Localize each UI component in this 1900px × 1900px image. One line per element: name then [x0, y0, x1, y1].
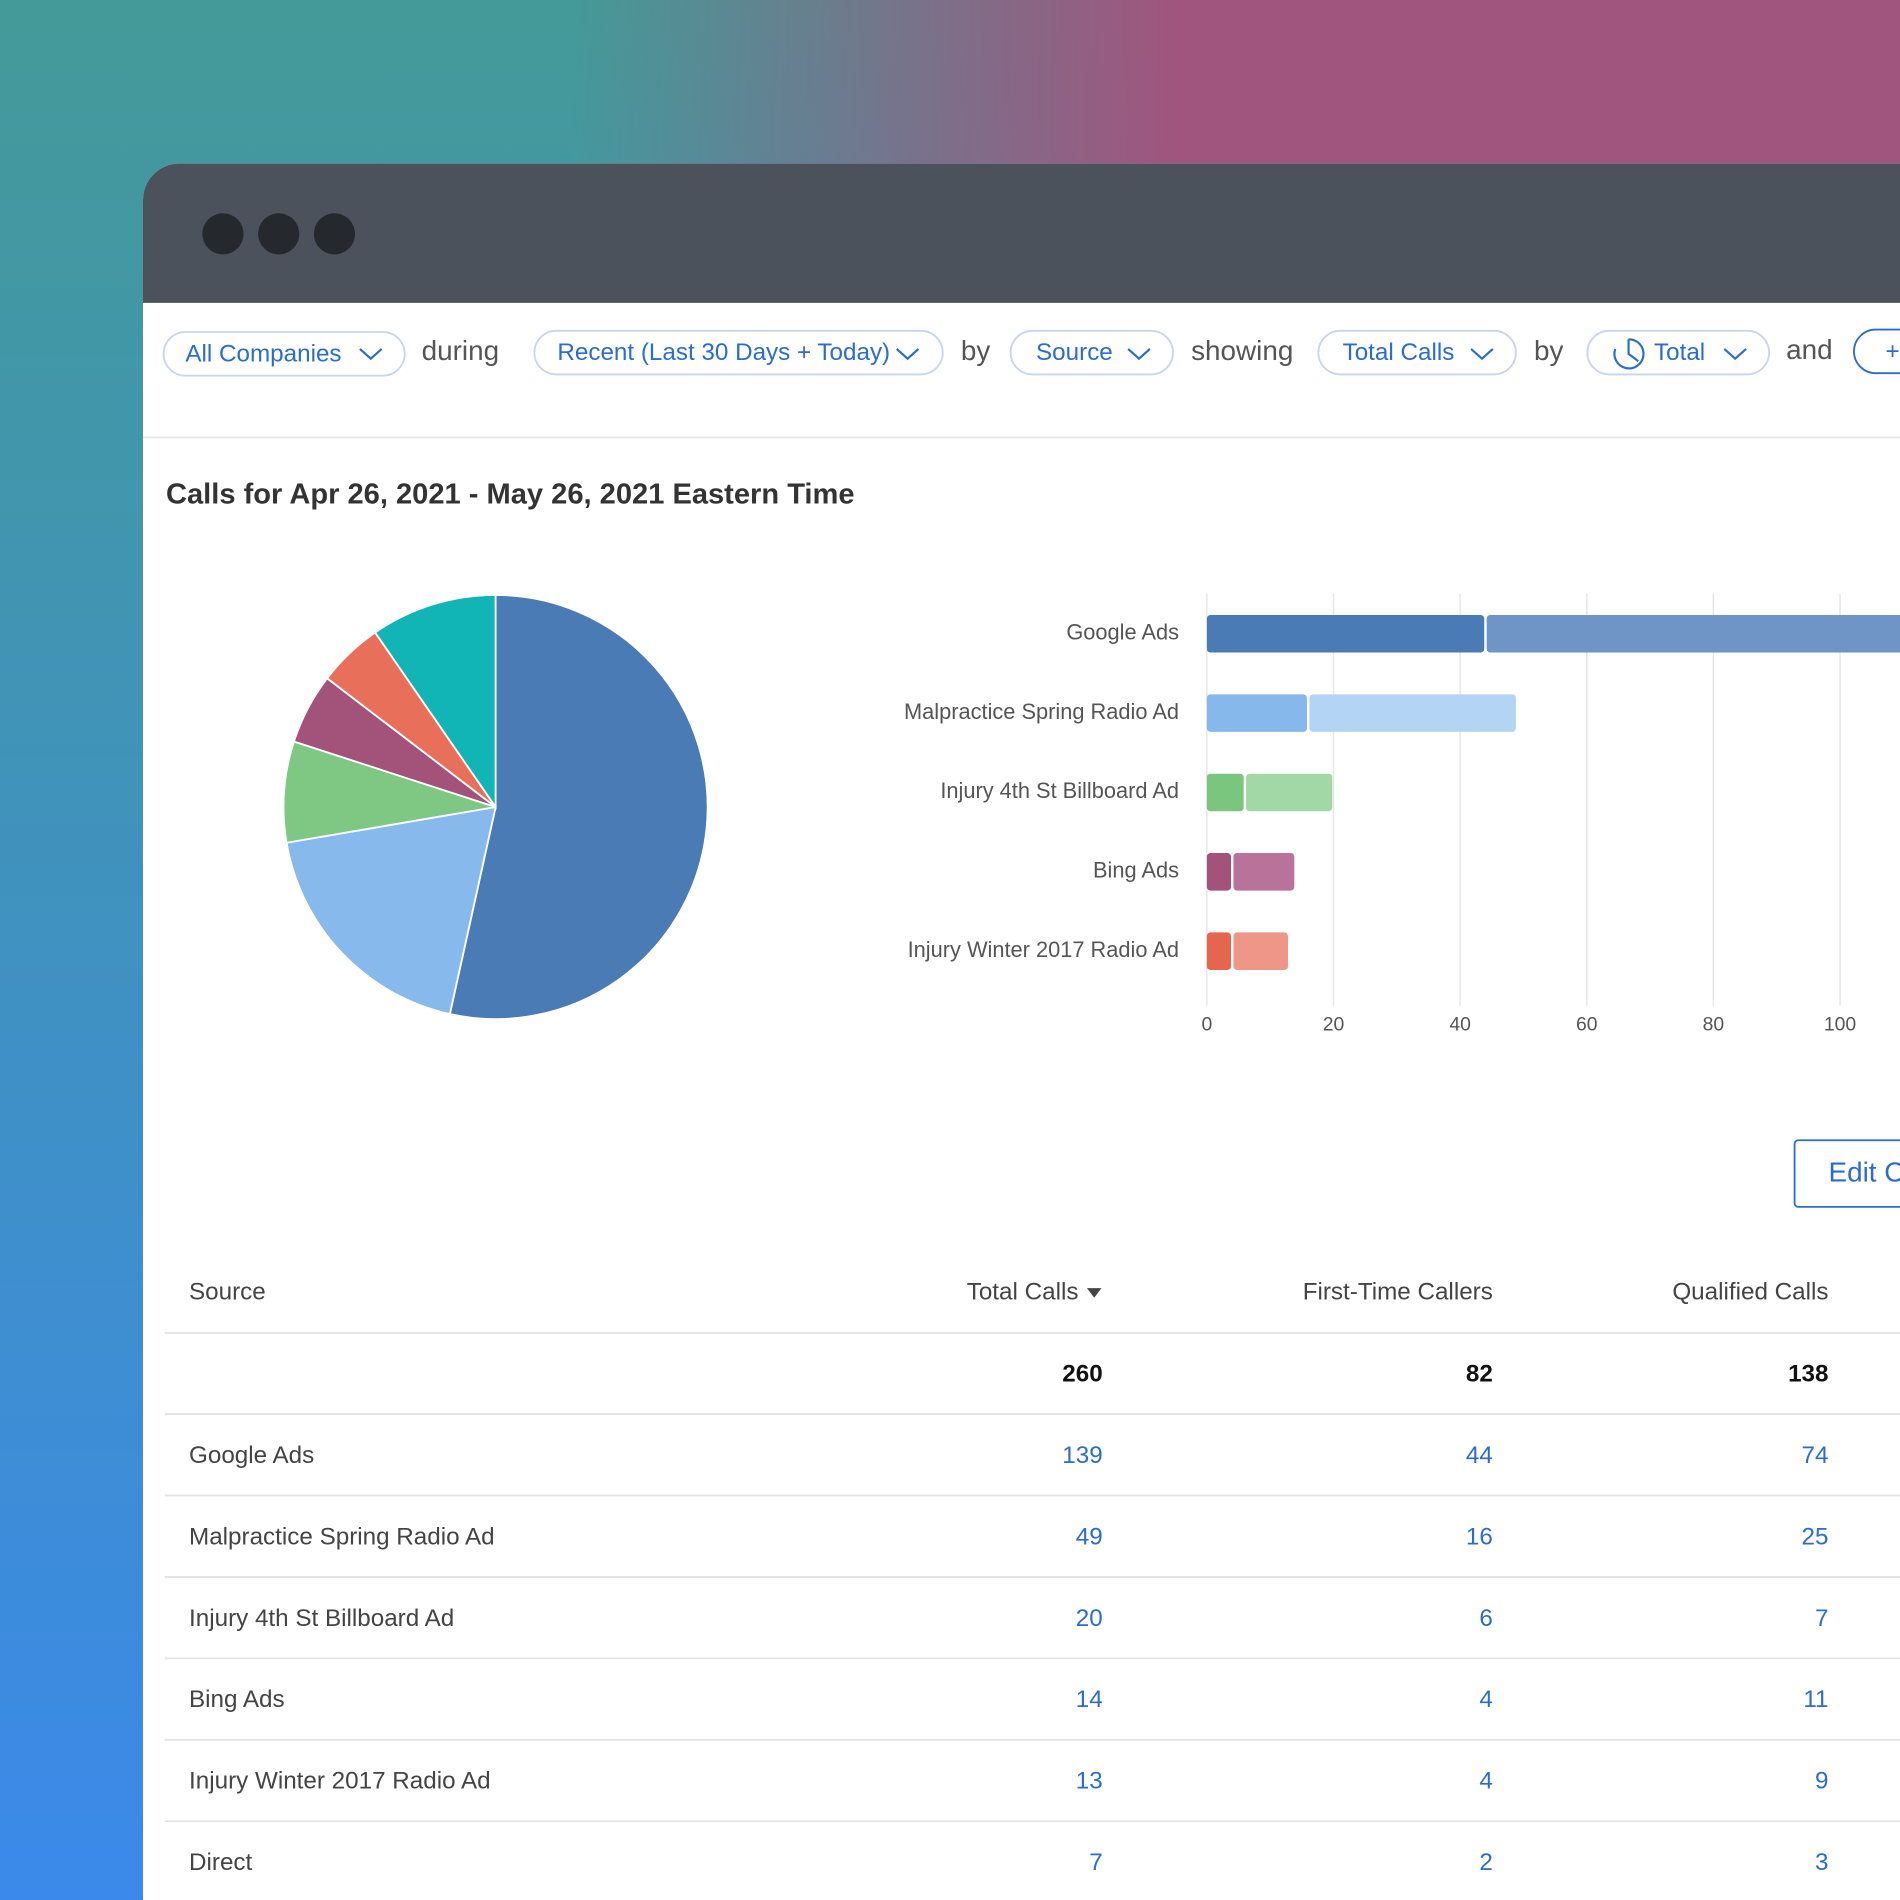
metric-filter[interactable]: Total Calls — [1317, 329, 1517, 376]
column-header[interactable]: Qualified Calls — [1672, 1278, 1828, 1305]
value-cell[interactable]: 3 — [1815, 1849, 1828, 1876]
value-cell[interactable]: 2 — [1479, 1849, 1492, 1876]
category-label: Injury Winter 2017 Radio Ad — [908, 937, 1179, 962]
x-tick-label: 100 — [1824, 1013, 1857, 1035]
report-heading: Calls for Apr 26, 2021 - May 26, 2021 Ea… — [166, 478, 855, 510]
category-label: Bing Ads — [1093, 858, 1179, 883]
x-tick-label: 20 — [1323, 1013, 1345, 1035]
source-cell: Injury 4th St Billboard Ad — [189, 1605, 454, 1632]
column-header[interactable]: Total Calls — [967, 1278, 1079, 1305]
value-cell[interactable]: 16 — [1466, 1523, 1493, 1550]
pie-chart — [282, 594, 709, 1020]
pie-slice — [285, 805, 497, 1016]
filter-connector: and — [1786, 334, 1832, 365]
title-bar — [142, 163, 1900, 303]
value-cell[interactable]: 14 — [1076, 1686, 1103, 1713]
source-cell: Injury Winter 2017 Radio Ad — [189, 1768, 491, 1795]
total-cell: 138 — [1788, 1361, 1828, 1388]
value-cell[interactable]: 25 — [1802, 1523, 1829, 1550]
filter-label: Total — [1654, 339, 1705, 366]
category-label: Google Ads — [1066, 620, 1179, 645]
filter-label: Recent (Last 30 Days + Today) — [557, 339, 890, 366]
category-label: Injury 4th St Billboard Ad — [940, 778, 1179, 803]
window-dot — [313, 213, 356, 255]
window-dot — [258, 213, 300, 255]
edit-columns-button[interactable]: Edit C — [1793, 1139, 1900, 1208]
period-filter[interactable]: Total — [1586, 329, 1771, 376]
x-tick-label: 40 — [1449, 1013, 1471, 1035]
value-cell[interactable]: 7 — [1815, 1605, 1828, 1632]
source-cell: Bing Ads — [189, 1686, 285, 1713]
bar-chart: 0 20 40 60 80 100 Google Ads Malpractice Spring… — [904, 593, 1900, 1035]
pie-slice — [282, 740, 496, 844]
filter-label: All Companies — [185, 340, 341, 367]
filter-connector: by — [961, 335, 990, 366]
column-header[interactable]: First-Time Callers — [1303, 1278, 1493, 1305]
bar-segment — [1206, 853, 1232, 891]
date-filter[interactable]: Recent (Last 30 Days + Today) — [533, 329, 944, 376]
bar-segment — [1206, 932, 1232, 970]
value-cell[interactable]: 49 — [1076, 1523, 1103, 1550]
pie-slice — [373, 594, 497, 810]
x-tick-label: 0 — [1201, 1013, 1212, 1035]
bar-segment — [1233, 853, 1295, 891]
filter-connector: by — [1534, 335, 1563, 366]
x-tick-label: 60 — [1576, 1013, 1598, 1035]
company-filter[interactable]: All Companies — [162, 331, 406, 377]
source-cell: Direct — [189, 1849, 253, 1876]
value-cell[interactable]: 7 — [1089, 1849, 1102, 1876]
window — [142, 163, 1900, 1900]
source-cell: Malpractice Spring Radio Ad — [189, 1523, 495, 1550]
value-cell[interactable]: 4 — [1479, 1768, 1492, 1795]
column-header: Source — [189, 1278, 266, 1305]
pie-slice — [448, 594, 709, 1020]
group-filter[interactable]: Source — [1009, 329, 1174, 376]
value-cell[interactable]: 4 — [1479, 1686, 1492, 1713]
category-label: Malpractice Spring Radio Ad — [904, 699, 1179, 724]
bar-segment — [1206, 773, 1244, 812]
x-tick-label: 80 — [1703, 1013, 1725, 1035]
filter-label: Total Calls — [1343, 339, 1455, 366]
window-dot — [202, 213, 244, 255]
value-cell[interactable]: 20 — [1076, 1605, 1103, 1632]
filter-label: Source — [1036, 339, 1113, 366]
total-cell: 260 — [1062, 1361, 1102, 1388]
bar-segment — [1206, 614, 1485, 653]
value-cell[interactable]: 13 — [1076, 1768, 1103, 1795]
source-cell: Google Ads — [189, 1442, 314, 1469]
value-cell[interactable]: 6 — [1479, 1605, 1492, 1632]
filter-connector: during — [422, 335, 499, 366]
filter-connector: showing — [1191, 335, 1293, 366]
total-cell: 82 — [1466, 1361, 1493, 1388]
add-filter[interactable]: + — [1853, 328, 1900, 375]
value-cell[interactable]: 44 — [1466, 1442, 1493, 1469]
bar-segment — [1233, 932, 1288, 970]
add-label: + — [1885, 338, 1899, 365]
value-cell[interactable]: 74 — [1802, 1442, 1829, 1469]
value-cell[interactable]: 139 — [1062, 1442, 1102, 1469]
sort-indicator — [1086, 1288, 1102, 1298]
bar-segment — [1206, 694, 1307, 732]
data-table: Source Total Calls First-Time Callers Quali… — [164, 1278, 1900, 1876]
value-cell[interactable]: 9 — [1815, 1768, 1828, 1795]
bar-segment — [1246, 773, 1333, 812]
value-cell[interactable]: 11 — [1803, 1686, 1828, 1713]
bar-segment — [1309, 694, 1516, 732]
button-label: Edit C — [1829, 1157, 1900, 1188]
bar-segment — [1486, 614, 1900, 653]
